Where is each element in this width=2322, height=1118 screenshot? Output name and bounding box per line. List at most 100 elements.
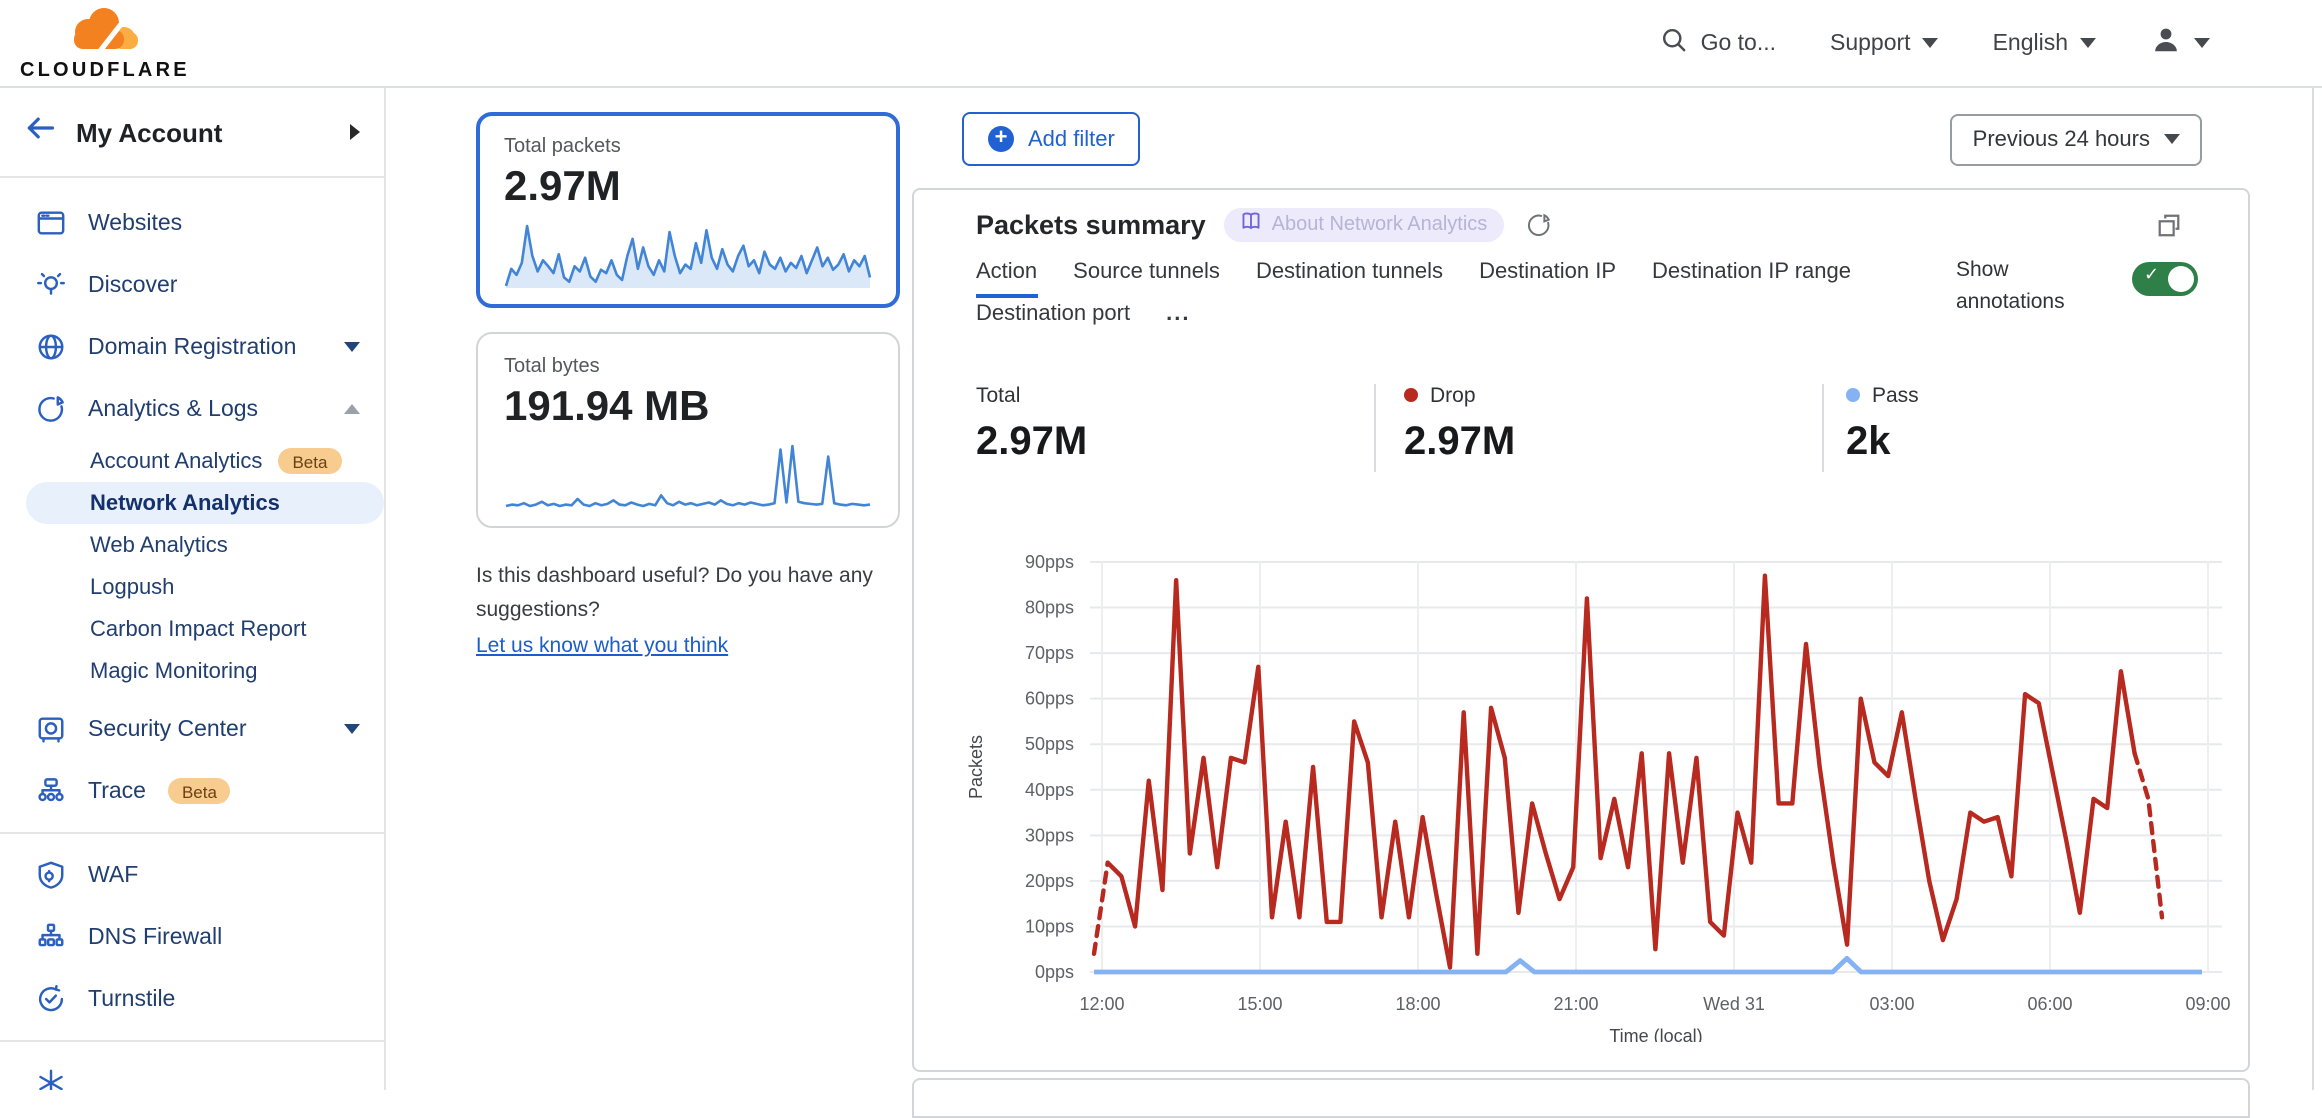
cloudflare-logo[interactable]: CLOUDFLARE — [0, 5, 190, 81]
next-panel-edge — [912, 1078, 2250, 1118]
sidebar-item-label: Domain Registration — [88, 335, 297, 359]
goto-label: Go to... — [1700, 31, 1776, 55]
check-icon: ✓ — [2144, 263, 2160, 283]
sidebar-item-turnstile[interactable]: Turnstile — [0, 968, 383, 1030]
svg-text:50pps: 50pps — [1025, 733, 1074, 753]
support-menu[interactable]: Support — [1830, 31, 1939, 55]
tab-action[interactable]: Action — [976, 259, 1038, 297]
sidebar-item-label: Analytics & Logs — [88, 397, 259, 421]
sidebar-item-label: Discover — [88, 273, 178, 297]
feedback-link[interactable]: Let us know what you think — [476, 633, 729, 658]
sidebar-item-trace[interactable]: Trace Beta — [0, 760, 383, 822]
sidebar-item-partial[interactable] — [0, 1052, 383, 1090]
divider — [1374, 383, 1376, 471]
sidebar-item-waf[interactable]: WAF — [0, 844, 383, 906]
add-filter-label: Add filter — [1028, 127, 1115, 151]
account-menu[interactable] — [2150, 24, 2210, 62]
add-filter-button[interactable]: + Add filter — [962, 112, 1141, 166]
data-freshness-icon[interactable] — [1525, 211, 1551, 237]
sidebar-item-logpush[interactable]: Logpush — [0, 566, 383, 608]
stat-drop: Drop 2.97M — [1404, 383, 1515, 465]
sidebar-item-carbon-impact-report[interactable]: Carbon Impact Report — [0, 608, 383, 650]
svg-text:06:00: 06:00 — [2027, 993, 2072, 1013]
svg-text:20pps: 20pps — [1025, 870, 1074, 890]
time-series-chart: 0pps 10pps 20pps 30pps 40pps 50pps 60pps 70pps 8… — [954, 545, 2242, 1051]
sidebar-item-label: Turnstile — [88, 987, 176, 1011]
user-icon — [2150, 24, 2182, 62]
sidebar-item-websites[interactable]: Websites — [0, 192, 383, 254]
goto-search[interactable]: Go to... — [1661, 26, 1776, 60]
svg-text:40pps: 40pps — [1025, 779, 1074, 799]
language-menu[interactable]: English — [1993, 31, 2096, 55]
feedback-prompt: Is this dashboard useful? Do you have an… — [476, 561, 892, 664]
support-label: Support — [1830, 31, 1911, 55]
chevron-down-icon — [2080, 38, 2096, 48]
sidebar-subitem-label: Network Analytics — [90, 491, 280, 515]
sidebar-item-domain-registration[interactable]: Domain Registration — [0, 316, 383, 378]
chevron-down-icon — [343, 342, 359, 352]
more-tabs-button[interactable]: ... — [1166, 301, 1191, 325]
plus-icon: + — [988, 126, 1014, 152]
svg-text:30pps: 30pps — [1025, 824, 1074, 844]
metric-label: Total bytes — [504, 356, 600, 379]
svg-text:60pps: 60pps — [1025, 688, 1074, 708]
tab-destination-ip-range[interactable]: Destination IP range — [1652, 259, 1851, 283]
hierarchy-icon — [36, 922, 66, 952]
sidebar-item-analytics-logs[interactable]: Analytics & Logs — [0, 378, 383, 440]
sidebar-item-web-analytics[interactable]: Web Analytics — [0, 524, 383, 566]
annotations-toggle[interactable]: ✓ — [2132, 261, 2198, 295]
language-label: English — [1992, 31, 2068, 55]
sidebar-subitem-label: Carbon Impact Report — [90, 617, 307, 641]
refresh-check-icon — [36, 984, 66, 1014]
dimension-tabs: Action Source tunnels Destination tunnel… — [976, 259, 1851, 343]
about-network-analytics-badge[interactable]: About Network Analytics — [1223, 207, 1504, 241]
sidebar-subitem-label: Logpush — [90, 575, 175, 599]
svg-text:70pps: 70pps — [1025, 642, 1074, 662]
sidebar-item-security-center[interactable]: Security Center — [0, 698, 383, 760]
time-range-dropdown[interactable]: Previous 24 hours — [1950, 113, 2202, 165]
sidebar-item-dns-firewall[interactable]: DNS Firewall — [0, 906, 383, 968]
panel-header: Packets summary About Network Analytics — [976, 207, 1551, 241]
svg-text:Time (local): Time (local) — [1609, 1025, 1702, 1041]
sidebar-item-magic-monitoring[interactable]: Magic Monitoring — [0, 650, 383, 692]
expand-panel-icon[interactable] — [2156, 211, 2182, 247]
globe-icon — [36, 332, 66, 362]
cloudflare-cloud-icon — [65, 5, 145, 63]
tab-destination-port[interactable]: Destination port — [976, 301, 1131, 325]
stat-value: 2k — [1846, 419, 1891, 463]
tab-source-tunnels[interactable]: Source tunnels — [1073, 259, 1220, 283]
sidebar-item-discover[interactable]: Discover — [0, 254, 383, 316]
stat-value: 2.97M — [1404, 419, 1516, 463]
sidebar-item-label: Trace — [88, 779, 146, 803]
sidebar-subitem-label: Magic Monitoring — [90, 659, 258, 683]
chevron-down-icon — [1922, 38, 1939, 48]
sidebar-header: My Account — [0, 88, 383, 178]
packets-chart-svg: 0pps 10pps 20pps 30pps 40pps 50pps 60pps 70pps 8… — [966, 551, 2231, 1045]
packets-summary-panel: Packets summary About Network Analytics — [912, 187, 2250, 1071]
stat-total: Total 2.97M — [976, 383, 1087, 465]
total-packets-card[interactable]: Total packets 2.97M — [476, 112, 900, 309]
tab-destination-tunnels[interactable]: Destination tunnels — [1255, 259, 1444, 283]
svg-text:Packets: Packets — [966, 734, 986, 798]
lightbulb-icon — [36, 270, 66, 300]
tab-destination-ip[interactable]: Destination IP — [1479, 259, 1617, 283]
divider — [1822, 383, 1824, 471]
sidebar-item-account-analytics[interactable]: Account Analytics Beta — [0, 440, 383, 482]
back-arrow-icon[interactable] — [24, 113, 56, 151]
svg-text:21:00: 21:00 — [1553, 993, 1598, 1013]
stat-value: 2.97M — [976, 419, 1088, 463]
svg-text:80pps: 80pps — [1025, 597, 1074, 617]
chevron-down-icon — [2194, 38, 2210, 48]
top-bar-menu: Go to... Support English — [1661, 24, 2322, 62]
chevron-up-icon — [343, 404, 359, 414]
sidebar-item-network-analytics[interactable]: Network Analytics — [26, 482, 383, 524]
metric-label: Total packets — [504, 136, 621, 158]
total-bytes-card[interactable]: Total bytes 191.94 MB — [476, 332, 900, 529]
page-right-divider — [2312, 88, 2314, 1090]
top-bar: CLOUDFLARE Go to... Support English — [0, 0, 2322, 88]
sidebar-subitem-label: Web Analytics — [90, 533, 228, 557]
chevron-right-icon[interactable] — [349, 124, 359, 140]
browser-icon — [36, 208, 66, 238]
toggle-knob — [2168, 265, 2194, 291]
